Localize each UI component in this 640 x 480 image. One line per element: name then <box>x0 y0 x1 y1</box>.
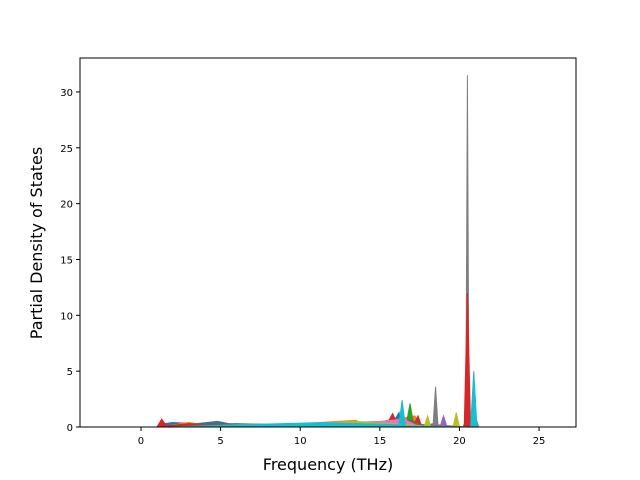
y-tick-label: 20 <box>60 200 73 211</box>
area <box>101 75 554 428</box>
x-tick-label: 15 <box>373 436 386 447</box>
plot-frame <box>79 57 577 428</box>
y-tick-label: 0 <box>67 423 73 434</box>
area <box>101 371 554 428</box>
x-tick-label: 25 <box>533 436 546 447</box>
y-tick-label: 5 <box>67 367 73 378</box>
x-axis-label: Frequency (THz) <box>263 455 393 474</box>
area <box>101 292 554 428</box>
x-tick-label: 10 <box>294 436 307 447</box>
y-tick-label: 25 <box>60 144 73 155</box>
x-tick-label: 5 <box>217 436 223 447</box>
y-tick-label: 15 <box>60 255 73 266</box>
x-tick-label: 0 <box>138 436 144 447</box>
y-tick-label: 30 <box>60 88 73 99</box>
y-axis-label: Partial Density of States <box>27 147 46 339</box>
y-tick-label: 10 <box>60 311 73 322</box>
x-tick-label: 20 <box>453 436 466 447</box>
